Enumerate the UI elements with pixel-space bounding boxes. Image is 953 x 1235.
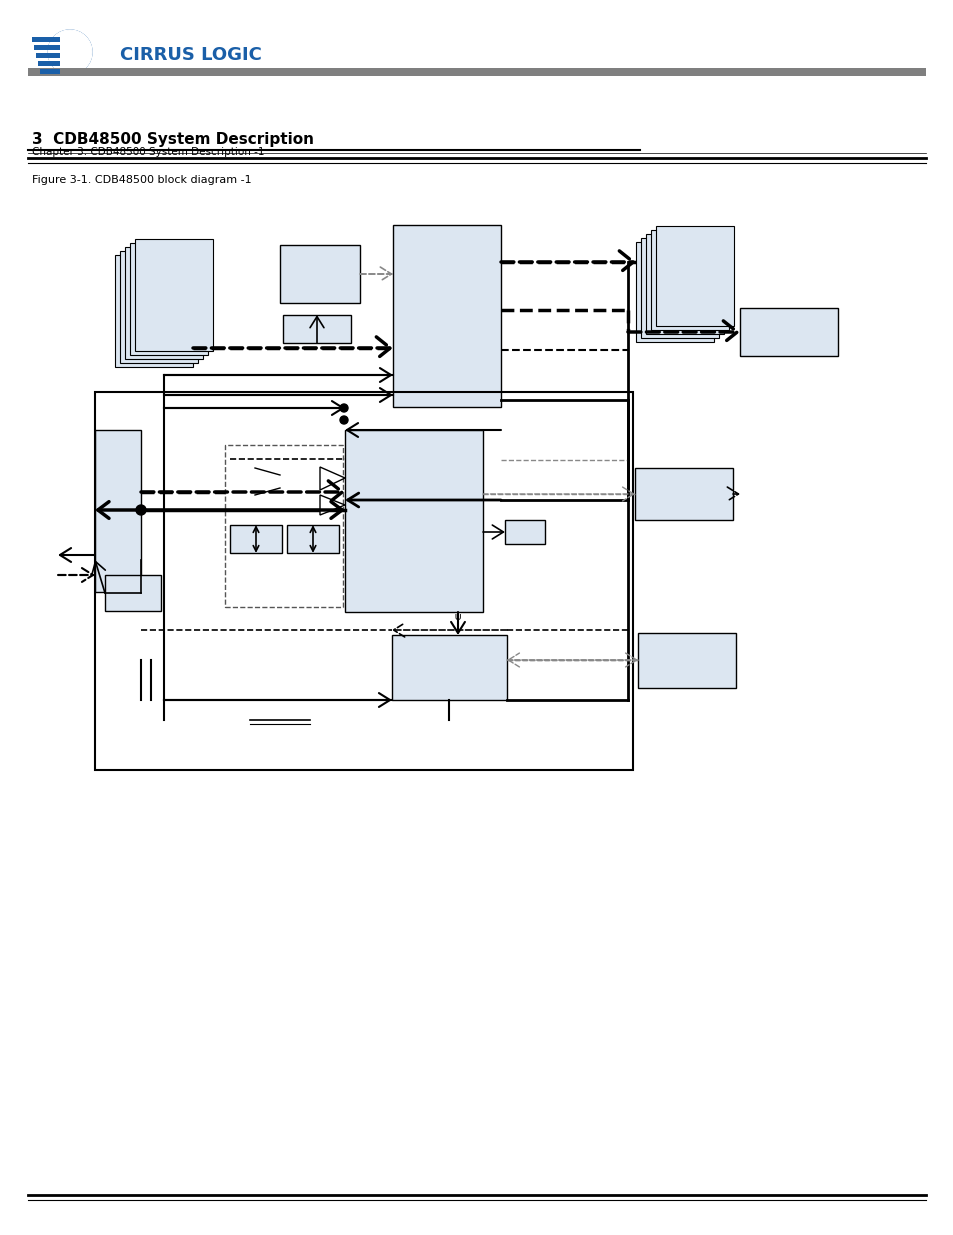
- Bar: [38, 61, 60, 65]
- Circle shape: [339, 416, 348, 424]
- Bar: [287, 525, 338, 553]
- Bar: [120, 251, 198, 363]
- Bar: [230, 525, 282, 553]
- Bar: [34, 44, 60, 49]
- Bar: [638, 634, 735, 688]
- Bar: [645, 233, 723, 333]
- Text: 3  CDB48500 System Description: 3 CDB48500 System Description: [32, 132, 314, 147]
- Bar: [40, 69, 60, 74]
- Polygon shape: [319, 495, 345, 515]
- Bar: [640, 238, 719, 338]
- Bar: [36, 53, 60, 58]
- Bar: [130, 243, 208, 354]
- Bar: [95, 391, 633, 769]
- Bar: [135, 240, 213, 351]
- Bar: [95, 430, 141, 592]
- Bar: [740, 308, 837, 356]
- Bar: [345, 430, 482, 613]
- Bar: [105, 576, 161, 611]
- Circle shape: [48, 30, 91, 74]
- Text: CIRRUS LOGIC: CIRRUS LOGIC: [120, 46, 262, 64]
- Polygon shape: [319, 467, 345, 490]
- Text: Figure 3-1. CDB48500 block diagram -1: Figure 3-1. CDB48500 block diagram -1: [32, 175, 252, 185]
- Circle shape: [136, 505, 146, 515]
- Circle shape: [339, 404, 348, 412]
- Bar: [125, 247, 203, 359]
- Bar: [283, 315, 351, 343]
- Bar: [225, 445, 343, 606]
- Bar: [280, 245, 359, 303]
- Bar: [504, 520, 544, 543]
- Bar: [636, 242, 713, 342]
- Bar: [28, 68, 925, 77]
- Bar: [650, 230, 728, 330]
- Text: ψ: ψ: [455, 613, 460, 622]
- Text: Chapter 3. CDB48500 System Description -1: Chapter 3. CDB48500 System Description -…: [32, 147, 264, 157]
- Bar: [656, 226, 733, 326]
- Bar: [635, 468, 732, 520]
- Circle shape: [48, 30, 91, 74]
- Bar: [393, 225, 500, 408]
- Bar: [392, 635, 506, 700]
- Bar: [32, 37, 60, 42]
- Bar: [115, 254, 193, 367]
